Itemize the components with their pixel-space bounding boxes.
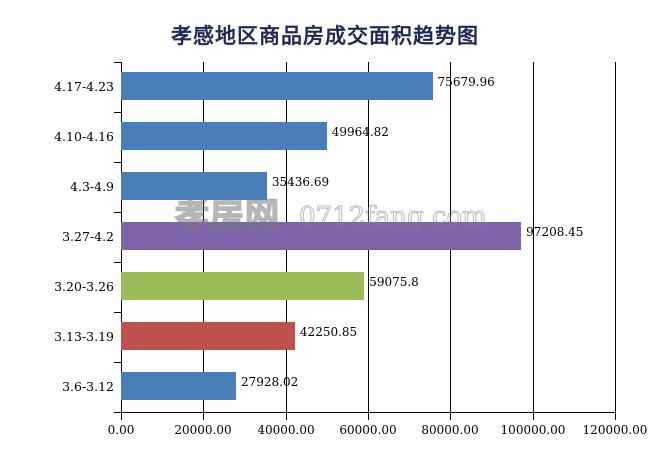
bar[interactable] [121,72,433,100]
y-axis-tick [114,262,121,263]
y-axis-tick-label: 4.17-4.23 [54,79,114,94]
x-axis-tick-label: 0.00 [107,423,135,437]
bar[interactable] [121,172,267,200]
bar-row: 49964.82 [121,112,615,162]
y-axis-tick-label: 3.20-3.26 [54,279,114,294]
bar-value-label: 49964.82 [331,125,389,139]
bar-value-label: 42250.85 [299,325,358,339]
x-axis-tick-label: 100000.00 [500,423,566,437]
x-axis-tick [368,413,369,420]
y-axis-tick [114,62,121,63]
bar-row: 59075.8 [121,262,615,312]
x-axis-tick-label: 80000.00 [421,423,479,437]
bar-value-label: 35436.69 [271,175,330,189]
x-axis-tick [533,413,534,420]
bar-row: 75679.96 [121,62,615,112]
x-axis-tick-label: 120000.00 [582,423,648,437]
y-axis-tick [114,212,121,213]
x-axis-tick-label: 20000.00 [174,423,232,437]
bar-row: 27928.02 [121,362,615,412]
plot-area: 27928.02 42250.85 59075.8 97208.45 35436.69 4… [121,62,616,412]
bar-value-label: 75679.96 [437,75,495,89]
x-axis-tick-label: 60000.00 [339,423,397,437]
y-axis-tick-label: 3.27-4.2 [62,229,114,244]
bar-value-label: 27928.02 [240,375,299,389]
bar[interactable] [121,372,236,400]
y-axis-tick [114,362,121,363]
bar-row: 42250.85 [121,312,615,362]
bar[interactable] [121,222,522,250]
bar[interactable] [121,272,365,300]
x-axis-tick-label: 40000.00 [257,423,315,437]
y-axis-tick-label: 4.3-4.9 [70,179,114,194]
y-axis-tick-label: 4.10-4.16 [54,129,114,144]
x-axis-tick [203,413,204,420]
bar-value-label: 97208.45 [526,225,584,239]
x-axis-tick [615,413,616,420]
y-axis-tick [114,112,121,113]
bar-value-label: 59075.8 [369,275,419,289]
chart-title: 孝感地区商品房成交面积趋势图 [171,23,479,48]
y-axis-tick [114,162,121,163]
x-gridline [615,62,616,412]
y-axis-tick [114,412,121,413]
bar[interactable] [121,322,295,350]
x-axis-line [121,412,616,413]
bar-row: 35436.69 [121,162,615,212]
y-axis-category-labels: 3.6-3.12 3.13-3.19 3.20-3.26 3.27-4.2 4.3-4.… [0,62,114,412]
y-axis-tick-label: 3.6-3.12 [62,379,114,394]
x-axis-tick [450,413,451,420]
bar-row: 97208.45 [121,212,615,262]
x-axis-tick [121,413,122,420]
y-axis-tick [114,312,121,313]
bar[interactable] [121,122,327,150]
y-axis-tick-label: 3.13-3.19 [54,329,114,344]
x-gridline [533,62,534,412]
x-axis-tick [286,413,287,420]
